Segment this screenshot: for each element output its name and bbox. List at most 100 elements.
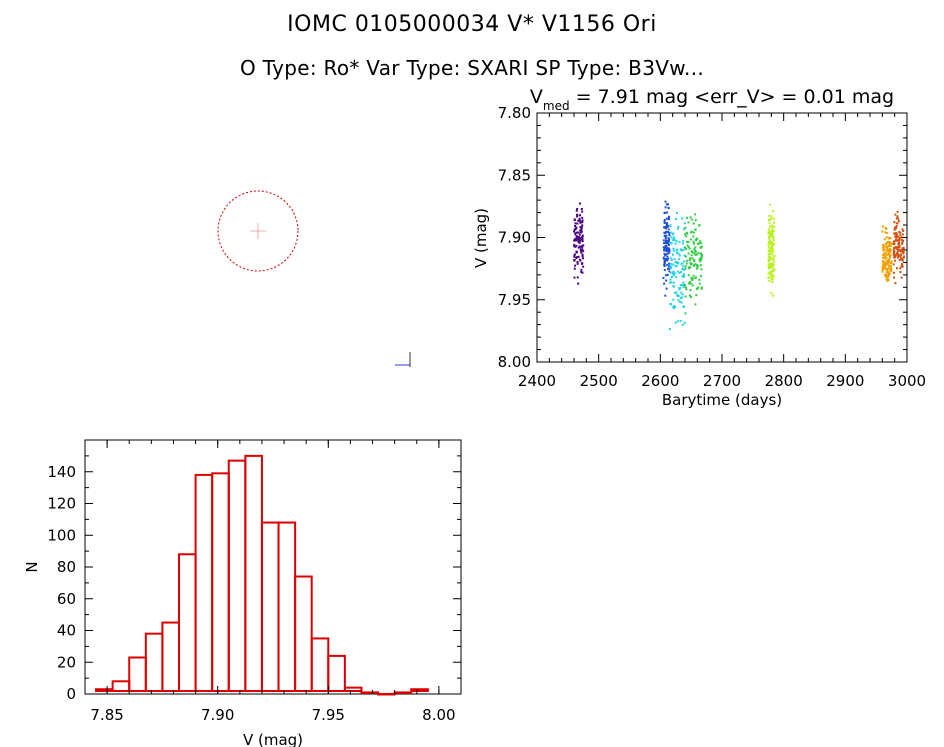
lc-point-s4	[773, 225, 776, 228]
lc-point-s5	[889, 253, 892, 256]
lc-point-s4	[772, 239, 775, 242]
lc-point-s2	[677, 299, 680, 302]
lc-point-s6	[894, 282, 897, 285]
lc-point-s1	[662, 256, 665, 259]
lc-point-s0	[577, 240, 580, 243]
lc-point-s2	[675, 249, 678, 252]
lc-point-s2	[672, 249, 675, 252]
lc-point-s5	[883, 256, 886, 259]
lc-point-s3	[700, 286, 703, 289]
lc-point-s3	[699, 240, 702, 243]
lc-point-s3	[692, 242, 695, 245]
lc-point-s6	[902, 256, 905, 259]
lc-point-s0	[576, 262, 579, 265]
lc-point-s6	[895, 225, 898, 228]
lc-point-s1	[663, 268, 666, 271]
lc-point-s4	[770, 246, 773, 249]
lc-point-s4	[771, 228, 774, 231]
lc-point-s3	[687, 246, 690, 249]
light-curve-title: Vmed = 7.91 mag <err_V> = 0.01 mag	[530, 86, 894, 113]
lc-point-s3	[684, 255, 687, 258]
lc-point-s4	[773, 269, 776, 272]
lc-point-s5	[885, 231, 888, 234]
lc-point-s3	[700, 254, 703, 257]
lc-point-s3	[695, 294, 698, 297]
lc-point-s6	[896, 250, 899, 253]
lc-point-s6	[894, 235, 897, 238]
lc-point-s2	[670, 258, 673, 261]
lc-point-s2	[674, 321, 677, 324]
lc-point-s0	[576, 260, 579, 263]
lc-point-s3	[686, 244, 689, 247]
lc-point-s4	[772, 210, 775, 213]
lc-point-s0	[580, 268, 583, 271]
lc-point-s5	[885, 274, 888, 277]
lc-point-s4	[769, 271, 772, 274]
lc-point-s1	[667, 243, 670, 246]
lc-xtick-label-1: 2500	[580, 372, 618, 390]
lc-point-s5	[884, 267, 887, 270]
lc-point-s6	[902, 251, 905, 254]
lc-point-s4	[768, 263, 771, 266]
lc-point-s0	[574, 228, 577, 231]
lc-point-s6	[895, 246, 898, 249]
lc-point-s1	[666, 259, 669, 262]
lc-point-s4	[767, 256, 770, 259]
lc-point-s3	[694, 246, 697, 249]
lc-point-s0	[581, 254, 584, 257]
lc-point-s4	[768, 225, 771, 228]
light-curve-plot: Vmed = 7.91 mag <err_V> = 0.01 mag 2400 2…	[472, 86, 926, 409]
lc-point-s1	[666, 255, 669, 258]
lc-point-s5	[890, 270, 893, 273]
lc-point-s6	[894, 259, 897, 262]
lc-point-s6	[895, 239, 898, 242]
lc-point-s0	[573, 253, 576, 256]
lc-point-s6	[895, 227, 898, 230]
lc-point-s5	[885, 278, 888, 281]
lc-point-s0	[573, 230, 576, 233]
lc-point-s2	[678, 241, 681, 244]
lc-point-s0	[580, 208, 583, 211]
lc-point-s2	[682, 265, 685, 268]
lc-point-s6	[897, 220, 900, 223]
lc-point-s3	[689, 261, 692, 264]
lc-point-s6	[901, 240, 904, 243]
lc-point-s5	[883, 254, 886, 257]
lc-point-s5	[882, 268, 885, 271]
lc-point-s0	[575, 235, 578, 238]
lc-point-s2	[681, 323, 684, 326]
lc-point-s0	[579, 220, 582, 223]
histogram-bar-1	[111, 680, 131, 692]
lc-point-s4	[769, 233, 772, 236]
lc-point-s3	[687, 240, 690, 243]
lc-point-s2	[682, 305, 685, 308]
lc-point-s1	[665, 249, 668, 252]
lc-point-s2	[672, 253, 675, 256]
lc-xtick-label-6: 3000	[888, 372, 926, 390]
lc-point-s6	[899, 271, 902, 274]
lc-point-s0	[579, 214, 582, 217]
lc-point-s5	[883, 273, 886, 276]
lc-point-s5	[882, 253, 885, 256]
lc-point-s3	[700, 242, 703, 245]
lc-point-s2	[683, 228, 686, 231]
chart-subtitle: O Type: Ro* Var Type: SXARI SP Type: B3V…	[239, 56, 705, 80]
lc-point-s5	[886, 268, 889, 271]
histogram-bar-15	[343, 686, 363, 693]
lc-point-s5	[884, 275, 887, 278]
lc-point-s4	[772, 243, 775, 246]
lc-point-s3	[684, 286, 687, 289]
lc-point-s6	[895, 217, 898, 220]
compass-icon	[395, 352, 411, 367]
lc-point-s5	[888, 240, 891, 243]
lc-point-s2	[676, 261, 679, 264]
lc-point-s5	[889, 257, 892, 260]
lc-point-s4	[770, 270, 773, 273]
lc-point-s0	[576, 237, 579, 240]
image-panel	[217, 190, 411, 367]
lc-point-s5	[886, 279, 889, 282]
lc-point-s0	[582, 250, 585, 253]
lc-point-s0	[581, 271, 584, 274]
lc-point-s6	[900, 253, 903, 256]
lc-point-s1	[667, 237, 670, 240]
